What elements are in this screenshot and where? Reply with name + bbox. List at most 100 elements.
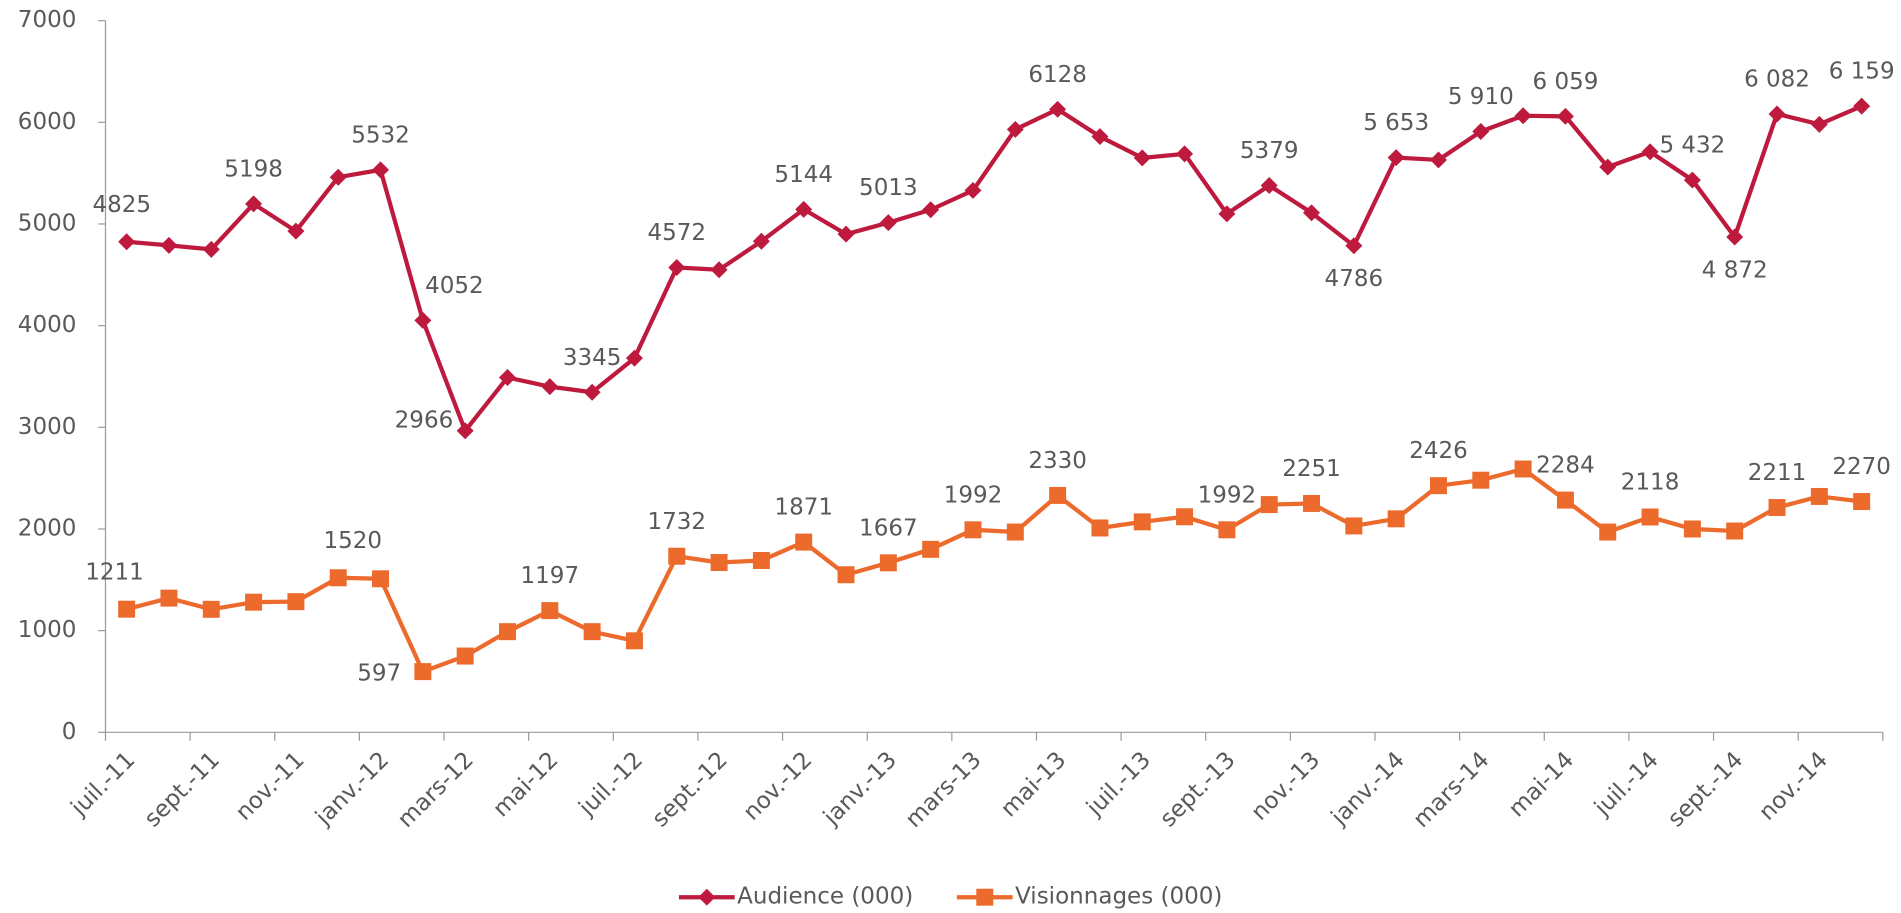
data-point xyxy=(710,554,728,572)
data-label: 5144 xyxy=(774,162,833,188)
data-point xyxy=(1345,517,1363,535)
legend-marker xyxy=(698,888,716,906)
data-label: 5 432 xyxy=(1659,133,1725,159)
data-point xyxy=(1091,519,1109,537)
series-line xyxy=(126,104,1863,433)
data-point xyxy=(1683,520,1701,538)
data-point xyxy=(118,233,136,251)
data-point xyxy=(964,521,982,539)
data-label: 1871 xyxy=(774,495,833,521)
data-point xyxy=(1641,508,1659,526)
data-point xyxy=(922,201,940,219)
data-point xyxy=(625,632,643,650)
data-label: 3345 xyxy=(563,345,622,371)
data-point xyxy=(414,311,432,329)
data-point xyxy=(1429,477,1447,495)
x-tick-label: nov.-11 xyxy=(231,747,310,826)
data-point xyxy=(414,663,432,681)
data-point xyxy=(1853,493,1871,511)
data-label: 1992 xyxy=(944,482,1003,508)
data-point xyxy=(668,259,686,276)
data-label: 2966 xyxy=(395,408,454,434)
data-point xyxy=(837,225,855,243)
x-tick-label: janv.-12 xyxy=(310,747,394,831)
data-point xyxy=(118,600,136,618)
data-label: 597 xyxy=(357,661,401,687)
data-label: 1197 xyxy=(521,563,580,589)
legend-marker xyxy=(976,888,994,906)
data-label: 2284 xyxy=(1536,453,1595,479)
x-tick-label: mai-13 xyxy=(996,747,1071,822)
data-point xyxy=(456,422,474,440)
x-tick-label: nov.-14 xyxy=(1754,747,1833,826)
x-tick-label: sept.-13 xyxy=(1155,747,1240,832)
x-tick-label: juil.-11 xyxy=(66,747,141,822)
data-point xyxy=(879,214,897,232)
y-tick-label: 5000 xyxy=(18,210,77,236)
x-tick-label: mai-12 xyxy=(488,747,563,822)
data-point xyxy=(1303,204,1321,222)
data-label: 5013 xyxy=(859,175,918,201)
data-label: 1520 xyxy=(323,528,382,554)
y-tick-label: 4000 xyxy=(18,312,77,338)
data-point xyxy=(1133,149,1151,167)
x-tick-label: mars-14 xyxy=(1409,747,1495,833)
data-point xyxy=(752,552,770,569)
data-point xyxy=(372,570,390,588)
data-label: 5532 xyxy=(351,122,410,148)
y-tick-label: 1000 xyxy=(18,617,77,643)
data-point xyxy=(668,547,686,565)
x-tick-label: nov.-13 xyxy=(1246,747,1325,826)
data-label: 5379 xyxy=(1240,138,1299,164)
data-point xyxy=(1599,523,1617,541)
data-label: 4 872 xyxy=(1702,257,1768,283)
x-tick-label: juil.-13 xyxy=(1081,747,1156,822)
data-point xyxy=(837,566,855,584)
data-label: 2251 xyxy=(1282,456,1341,482)
data-point xyxy=(964,181,982,199)
data-point xyxy=(1514,460,1532,478)
data-point xyxy=(1260,496,1278,514)
data-point xyxy=(1726,228,1744,246)
y-tick-label: 2000 xyxy=(18,515,77,541)
data-point xyxy=(1514,107,1532,125)
data-label: 2118 xyxy=(1621,470,1680,496)
data-point xyxy=(372,161,390,179)
y-tick-label: 0 xyxy=(62,719,77,745)
data-label: 5 910 xyxy=(1448,84,1514,110)
data-point xyxy=(879,554,897,572)
data-point xyxy=(1726,522,1744,540)
data-point xyxy=(287,593,305,611)
x-tick-label: juil.-14 xyxy=(1589,747,1664,822)
data-label: 6 059 xyxy=(1532,69,1598,95)
data-label: 4052 xyxy=(425,273,484,299)
data-label: 6 159 xyxy=(1829,59,1895,85)
data-point xyxy=(202,240,220,258)
data-point xyxy=(1472,471,1490,489)
data-point xyxy=(1345,237,1363,255)
data-point xyxy=(795,533,813,551)
data-point xyxy=(1853,97,1871,115)
data-point xyxy=(625,349,643,367)
data-point xyxy=(1049,100,1067,118)
data-label: 5198 xyxy=(224,156,283,182)
data-point xyxy=(1387,510,1405,528)
x-tick-label: mars-12 xyxy=(393,747,479,833)
data-point xyxy=(1387,149,1405,167)
legend-label: Audience (000) xyxy=(737,884,913,910)
data-point xyxy=(1768,105,1786,123)
data-point xyxy=(1176,508,1194,526)
data-point xyxy=(202,600,220,618)
data-point xyxy=(1176,145,1194,163)
y-tick-label: 6000 xyxy=(18,109,77,135)
x-tick-label: nov.-12 xyxy=(739,747,818,826)
y-tick-label: 3000 xyxy=(18,414,77,440)
data-point xyxy=(1556,107,1574,125)
data-label: 6128 xyxy=(1028,62,1087,88)
data-label: 1667 xyxy=(859,515,918,541)
data-point xyxy=(287,222,305,240)
data-point xyxy=(245,195,263,213)
data-point xyxy=(1303,494,1321,512)
y-tick-label: 7000 xyxy=(18,7,77,33)
